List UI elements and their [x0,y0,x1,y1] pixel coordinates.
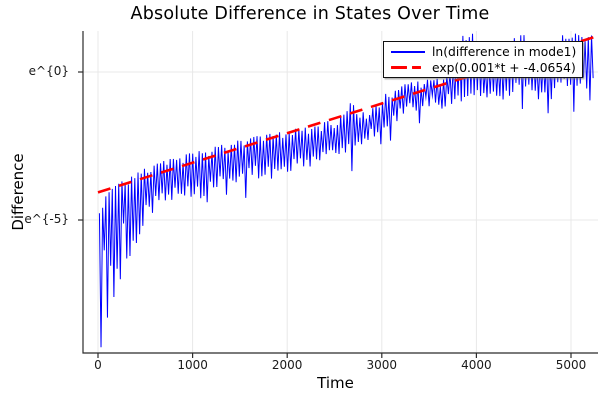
x-axis-label: Time [317,374,354,392]
x-tick-label: 3000 [366,358,398,372]
x-tick-label: 0 [94,358,102,372]
x-tick-label: 2000 [271,358,303,372]
red-dashed-line-sample-icon [391,66,427,69]
legend-entry-fit-line: exp(0.001*t + -4.0654) [391,60,576,75]
x-tick-label: 1000 [177,358,208,372]
x-tick-label: 4000 [461,358,492,372]
y-tick-label: e^{-5} [24,212,69,226]
legend: ln(difference in mode1) exp(0.001*t + -4… [383,41,583,78]
blue-solid-line-sample-icon [391,50,427,53]
y-axis-label: Difference [9,153,27,231]
legend-label-fit-line: exp(0.001*t + -4.0654) [432,60,576,75]
legend-label-data-series: ln(difference in mode1) [432,44,577,59]
y-tick-label: e^{0} [28,64,69,78]
x-tick-label: 5000 [555,358,587,372]
legend-entry-data-series: ln(difference in mode1) [391,44,576,59]
